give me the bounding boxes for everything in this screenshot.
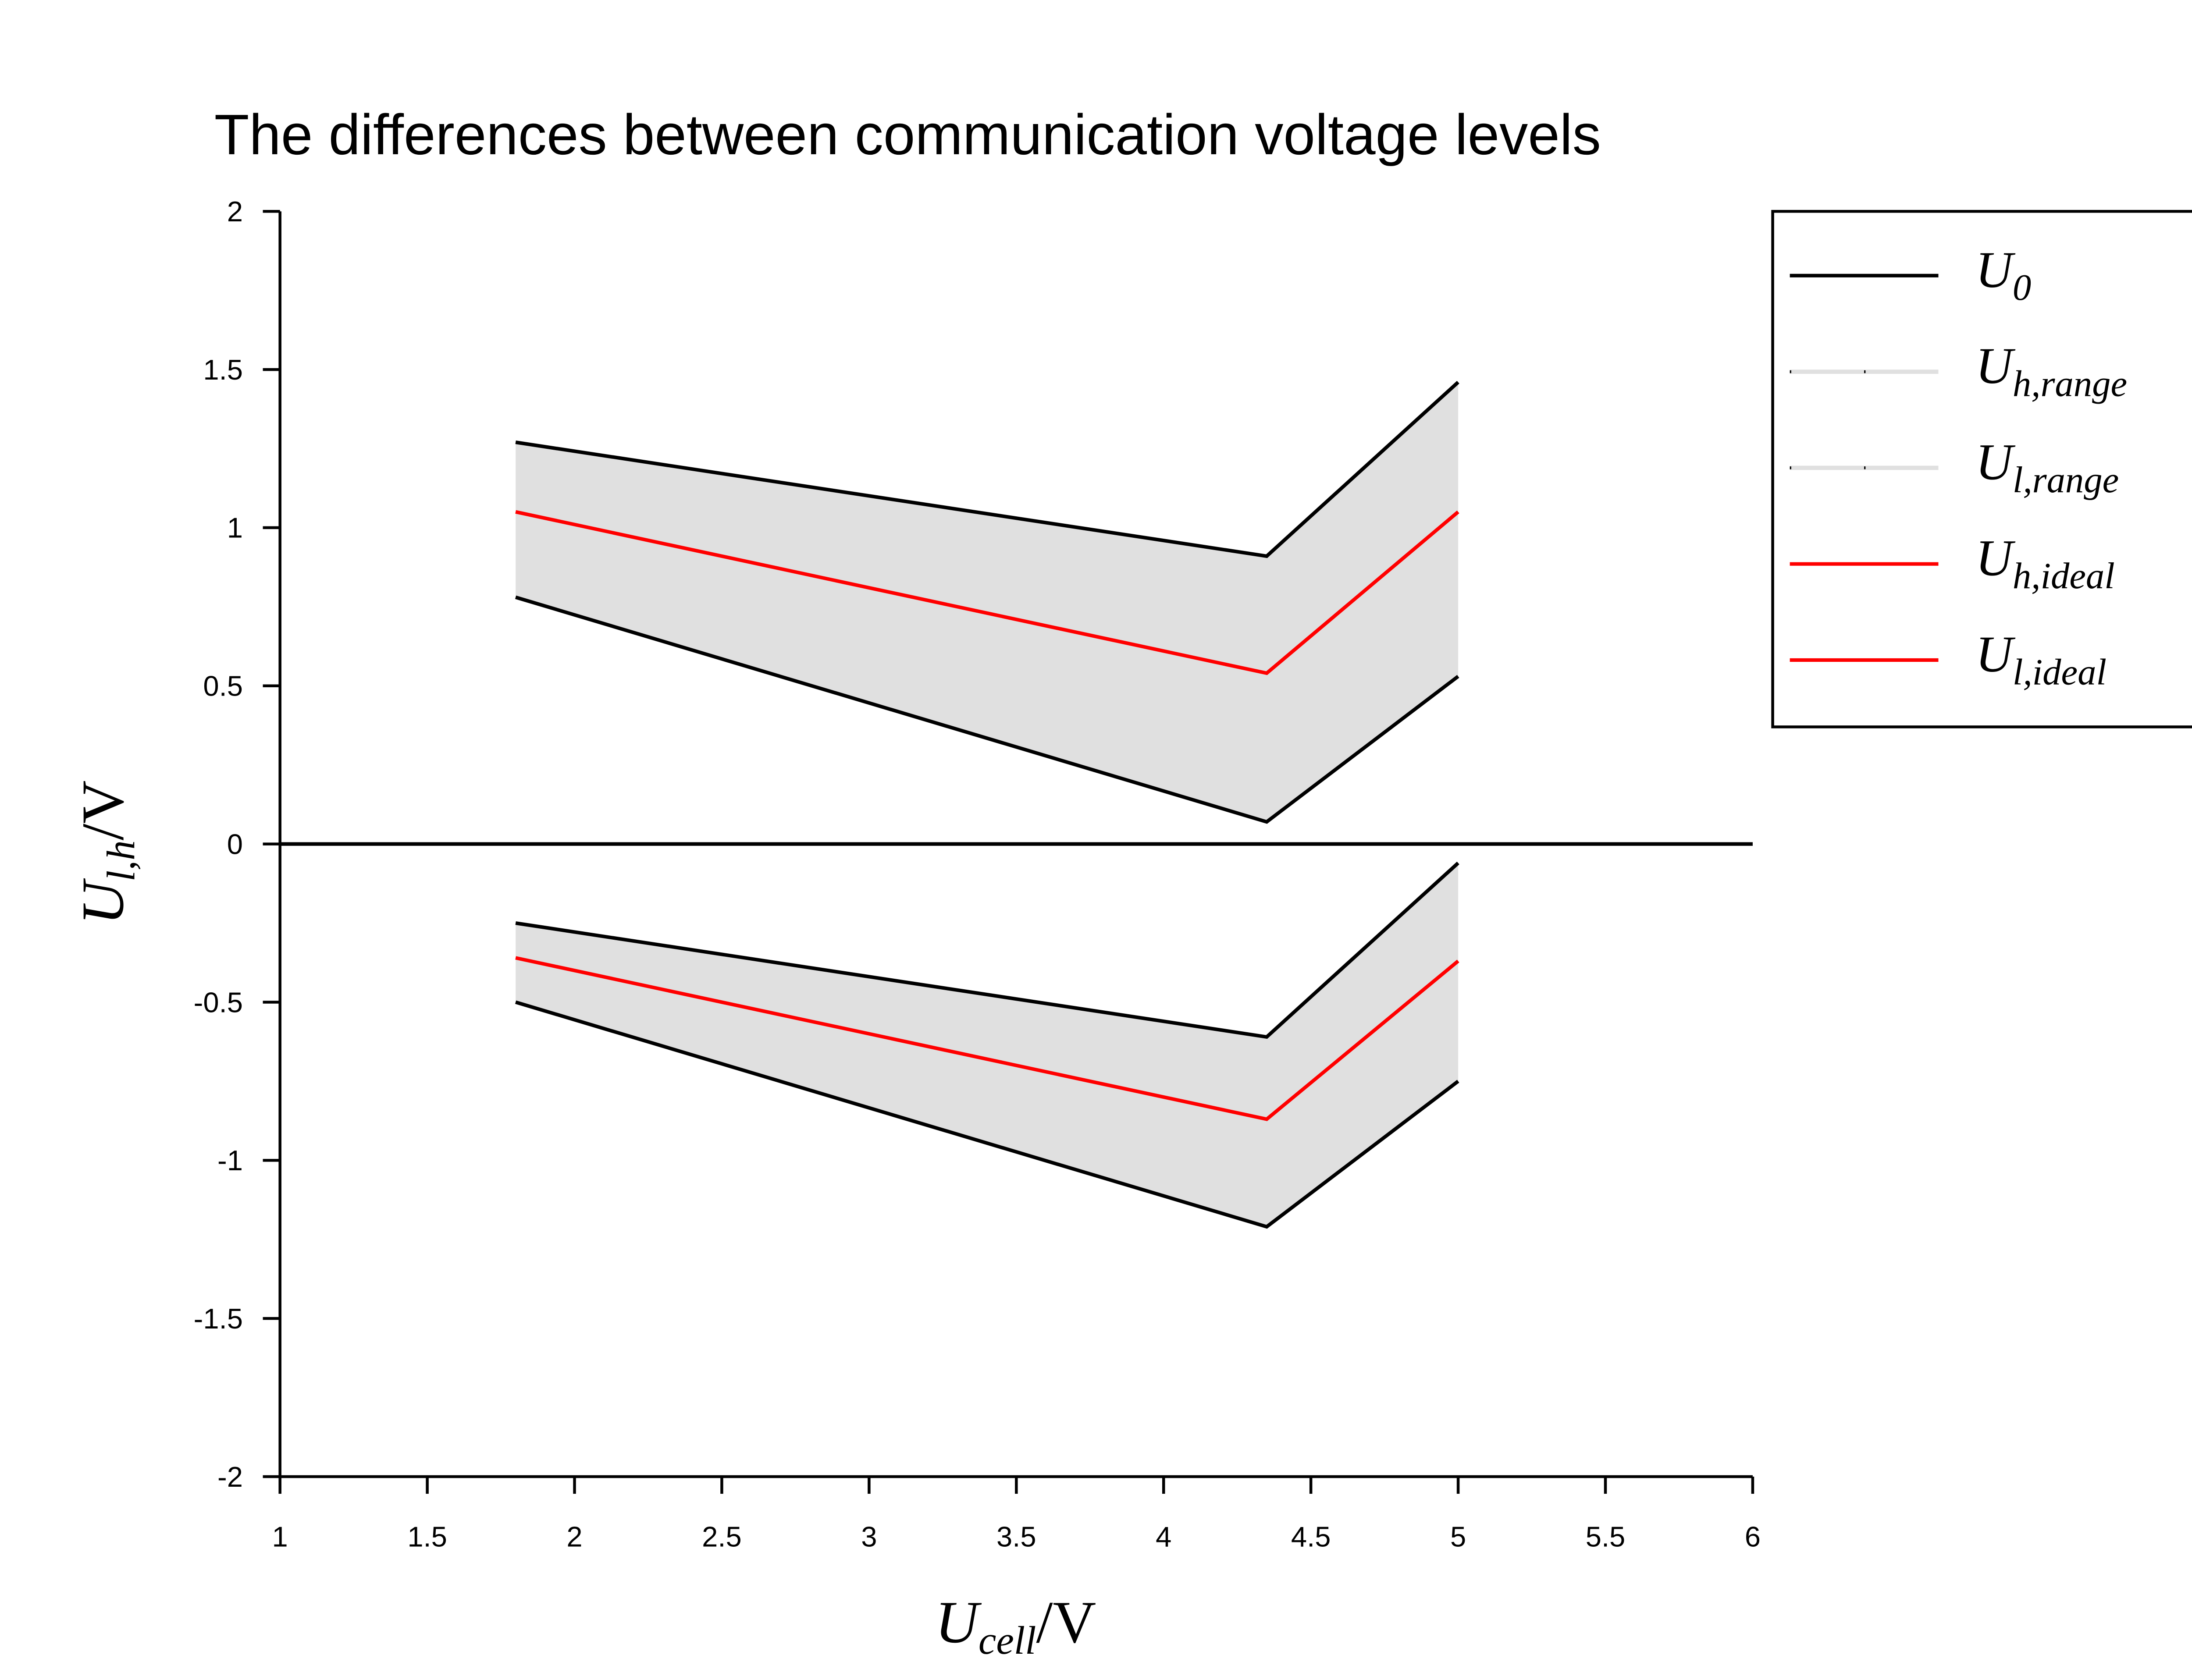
y-tick-label: 2 — [227, 195, 243, 227]
legend-label-sub: l,ideal — [2013, 652, 2107, 693]
band-area — [516, 863, 1459, 1227]
legend-label-sub: 0 — [2013, 267, 2031, 308]
x-label-sub: cell — [979, 1618, 1036, 1662]
legend-label: U0 — [1975, 242, 2031, 308]
legend-label-sub: h,range — [2013, 364, 2127, 405]
y-tick-label: -2 — [217, 1461, 243, 1493]
x-tick-label: 1 — [272, 1521, 288, 1553]
y-label-unit: /V — [69, 780, 136, 840]
band-lower-line — [515, 595, 1459, 824]
y-tick-label: -0.5 — [194, 986, 243, 1018]
line — [515, 956, 1459, 1121]
x-tick-label: 4 — [1156, 1521, 1171, 1553]
legend-label: Ul,ideal — [1975, 626, 2107, 693]
x-tick-label: 3.5 — [996, 1521, 1036, 1553]
legend-label: Uh,range — [1975, 337, 2127, 404]
y-tick-label: 0 — [227, 828, 243, 860]
x-tick-label: 2.5 — [702, 1521, 742, 1553]
y-tick-label: -1.5 — [194, 1303, 243, 1335]
band-area — [516, 382, 1459, 822]
legend-label: Ul,range — [1975, 433, 2119, 500]
y-tick-label: 1.5 — [203, 354, 243, 386]
y-label-base: U — [69, 878, 136, 925]
x-tick-label: 5 — [1450, 1521, 1466, 1553]
x-tick-label: 1.5 — [407, 1521, 447, 1553]
y-tick-label: 1 — [227, 512, 243, 544]
x-tick-label: 6 — [1745, 1521, 1761, 1553]
x-tick-label: 3 — [861, 1521, 877, 1553]
band-lower-line — [515, 1000, 1459, 1229]
y-label-sub: l,h — [99, 840, 143, 881]
chart-title: The differences between communication vo… — [214, 103, 1601, 167]
x-tick-label: 5.5 — [1586, 1521, 1626, 1553]
legend-label-base: U — [1975, 530, 2016, 587]
legend-label-base: U — [1975, 242, 2016, 298]
y-tick-label: -1 — [217, 1144, 243, 1176]
x-label-unit: /V — [1036, 1589, 1096, 1655]
legend-label-base: U — [1975, 626, 2016, 683]
x-label-base: U — [935, 1589, 982, 1655]
x-tick-label: 4.5 — [1291, 1521, 1331, 1553]
x-tick-label: 2 — [566, 1521, 582, 1553]
legend-label-sub: h,ideal — [2013, 556, 2115, 597]
legend-label-base: U — [1975, 433, 2016, 490]
legend-label-sub: l,range — [2013, 460, 2119, 501]
x-axis-label: Ucell/V — [935, 1589, 1096, 1662]
y-tick-label: 0.5 — [203, 670, 243, 702]
line — [515, 510, 1459, 675]
legend-label: Uh,ideal — [1975, 530, 2115, 597]
band-upper-line — [515, 380, 1459, 558]
legend-label-base: U — [1975, 337, 2016, 394]
band-upper-line — [515, 861, 1459, 1039]
y-axis-label: Ul,h/V — [69, 780, 143, 924]
